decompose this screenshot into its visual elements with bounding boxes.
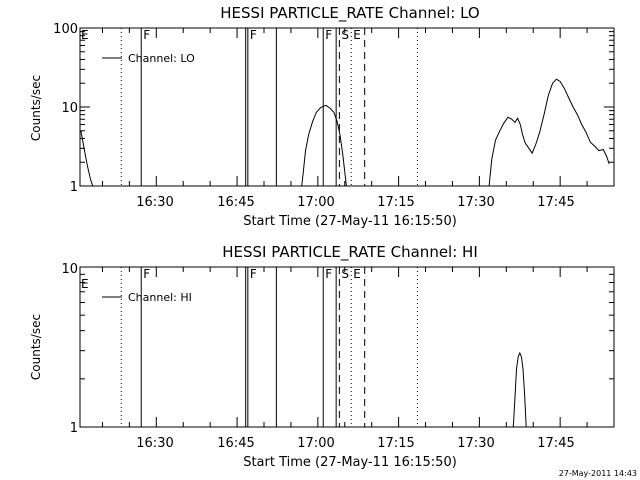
panel-lo-marker-label: E [353, 28, 361, 42]
panel-lo-ytick-10: 10 [61, 101, 78, 116]
panel-lo-series-segment [488, 78, 610, 187]
panel-hi-ytick-1: 1 [70, 421, 78, 436]
panel-hi-xtick-1745: 17:45 [537, 436, 574, 451]
panel-hi-title: HESSI PARTICLE_RATE Channel: HI [222, 243, 478, 262]
panel-hi-xtick-1730: 17:30 [457, 436, 494, 451]
panel-lo-axes-frame [79, 27, 615, 187]
panel-hi-marker-label: F [250, 267, 257, 281]
panel-lo-xtick-1730: 17:30 [457, 195, 494, 210]
panel-hi-legend-label: Channel: HI [128, 291, 192, 304]
panel-lo-series-segment [301, 104, 347, 187]
panel-lo-xtick-1715: 17:15 [377, 195, 414, 210]
panel-lo-xtick-1645: 16:45 [217, 195, 254, 210]
panel-hi-marker-label: S [341, 267, 349, 281]
panel-hi-xtick-1715: 17:15 [377, 436, 414, 451]
panel-hi-xtick-1630: 16:30 [136, 436, 173, 451]
panel-lo-ytick-1: 1 [70, 180, 78, 195]
panel-lo-legend-label: Channel: LO [128, 52, 195, 65]
footer-timestamp: 27-May-2011 14:43 [559, 469, 637, 478]
panel-lo-xtick-1630: 16:30 [136, 195, 173, 210]
panel-hi-marker-label: F [325, 267, 332, 281]
panel-lo-xtick-1700: 17:00 [297, 195, 334, 210]
panel-lo-series-segment [80, 130, 94, 187]
panel-lo-xtick-1745: 17:45 [537, 195, 574, 210]
panel-lo-title: HESSI PARTICLE_RATE Channel: LO [220, 4, 479, 23]
panel-hi-ylabel: Counts/sec [29, 314, 43, 380]
panel-hi: HESSI PARTICLE_RATE Channel: HI Counts/s… [29, 243, 615, 470]
panel-hi-axes-frame [79, 266, 615, 428]
panel-hi-xtick-1645: 16:45 [217, 436, 254, 451]
panel-hi-xlabel: Start Time (27-May-11 16:15:50) [243, 455, 457, 470]
panel-lo-series-channel-lo [80, 78, 610, 187]
panel-lo-marker-label: S [341, 28, 349, 42]
panel-lo-ytick-100: 100 [53, 22, 78, 37]
panel-lo: HESSI PARTICLE_RATE Channel: LO Counts/s… [29, 4, 615, 229]
panel-hi-xtick-1700: 17:00 [297, 436, 334, 451]
panel-hi-series-segment [512, 351, 527, 428]
panel-lo-tick-marks [80, 27, 614, 187]
panel-lo-ylabel: Counts/sec [29, 75, 43, 141]
panel-hi-marker-label: E [353, 267, 361, 281]
panel-hi-series-channel-hi [512, 351, 527, 428]
panel-lo-marker-label: F [143, 28, 150, 42]
panel-hi-tick-marks [80, 266, 614, 428]
panel-lo-edge-label-e: E [81, 28, 89, 42]
panel-lo-marker-label: F [325, 28, 332, 42]
panel-hi-ytick-10: 10 [61, 262, 78, 277]
panel-hi-edge-label-e: E [81, 277, 89, 291]
panel-lo-xlabel: Start Time (27-May-11 16:15:50) [243, 214, 457, 229]
panel-hi-marker-label: F [143, 267, 150, 281]
panel-lo-marker-label: F [250, 28, 257, 42]
